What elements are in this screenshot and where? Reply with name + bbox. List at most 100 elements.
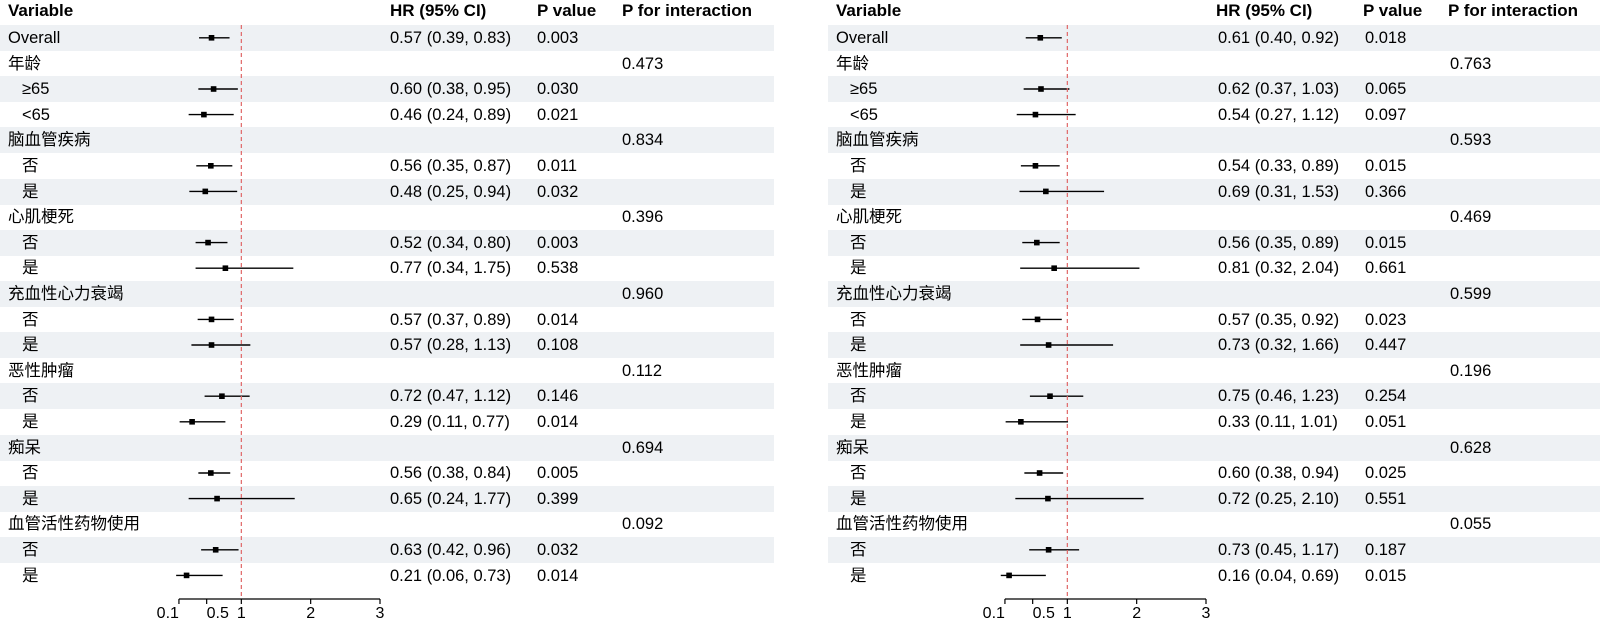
- row-label: 血管活性药物使用: [836, 515, 968, 534]
- row-label: 血管活性药物使用: [8, 515, 140, 534]
- p-value-text: 0.108: [537, 336, 579, 355]
- hr-point: [208, 342, 215, 348]
- hr-ci-text: 0.75 (0.46, 1.23): [1218, 387, 1340, 406]
- hr-point: [208, 163, 214, 169]
- forest-row: ≥65 0.62 (0.37, 1.03) 0.065: [828, 76, 1600, 103]
- x-tick-label: 1: [1063, 605, 1072, 622]
- forest-row: 心肌梗死 0.396: [0, 204, 774, 230]
- x-tick-label: 1: [237, 605, 246, 622]
- x-tick-label: 0.5: [1033, 605, 1055, 622]
- p-value-text: 0.014: [537, 413, 579, 431]
- row-label: 充血性心力衰竭: [836, 285, 952, 303]
- header-variable: Variable: [8, 1, 74, 20]
- forest-row: 是 0.57 (0.28, 1.13) 0.108: [0, 332, 774, 359]
- hr-point: [214, 495, 220, 502]
- hr-ci-text: 0.54 (0.33, 0.89): [1218, 157, 1340, 175]
- forest-row: 年龄 0.473: [0, 51, 774, 77]
- row-label: ≥65: [22, 80, 50, 99]
- hr-point: [1051, 265, 1057, 271]
- hr-point: [222, 265, 229, 271]
- p-interaction-text: 0.112: [622, 361, 663, 380]
- row-label: Overall: [8, 29, 61, 47]
- forest-row: 否 0.72 (0.47, 1.12) 0.146: [0, 383, 774, 410]
- p-value-text: 0.254: [1365, 387, 1407, 406]
- row-label: 心肌梗死: [8, 208, 74, 227]
- hr-ci-text: 0.56 (0.35, 0.89): [1218, 233, 1340, 252]
- p-interaction-text: 0.960: [622, 285, 664, 303]
- forest-row: 是 0.16 (0.04, 0.69) 0.015: [828, 563, 1600, 589]
- p-value-text: 0.538: [537, 259, 579, 278]
- hr-point: [208, 316, 215, 323]
- hr-ci-text: 0.52 (0.34, 0.80): [390, 233, 512, 252]
- forest-row: 是 0.48 (0.25, 0.94) 0.032: [0, 178, 774, 205]
- p-interaction-text: 0.763: [1450, 54, 1492, 73]
- hr-ci-text: 0.60 (0.38, 0.94): [1218, 464, 1340, 483]
- row-label: 脑血管疾病: [836, 131, 919, 150]
- hr-ci-text: 0.63 (0.42, 0.96): [390, 541, 512, 559]
- header-hr: HR (95% CI): [390, 1, 487, 20]
- hr-ci-text: 0.73 (0.45, 1.17): [1218, 541, 1340, 559]
- hr-ci-text: 0.16 (0.04, 0.69): [1218, 566, 1340, 585]
- row-label: 是: [850, 413, 867, 431]
- forest-row: 痴呆 0.694: [0, 434, 774, 461]
- row-label: 否: [22, 541, 39, 559]
- forest-row: 是 0.72 (0.25, 2.10) 0.551: [828, 485, 1600, 512]
- x-tick-label: 2: [1132, 605, 1141, 622]
- p-interaction-text: 0.628: [1450, 438, 1492, 457]
- forest-plot: 0.1 0.5 1 2 3: [983, 25, 1211, 622]
- p-value-text: 0.146: [537, 387, 579, 406]
- p-value-text: 0.014: [537, 310, 579, 329]
- header-p-value: P value: [537, 1, 597, 20]
- forest-row: 是 0.73 (0.32, 1.66) 0.447: [828, 332, 1600, 359]
- row-label: 是: [22, 182, 39, 201]
- p-value-text: 0.018: [1365, 29, 1407, 47]
- row-label: 恶性肿瘤: [8, 361, 74, 380]
- forest-row: ≥65 0.60 (0.38, 0.95) 0.030: [0, 76, 774, 103]
- forest-row: <65 0.46 (0.24, 0.89) 0.021: [0, 102, 774, 128]
- row-label: 否: [850, 310, 867, 329]
- header-hr: HR (95% CI): [1216, 1, 1313, 20]
- p-interaction-text: 0.396: [622, 208, 664, 227]
- row-label: 是: [22, 413, 39, 431]
- hr-ci-text: 0.73 (0.32, 1.66): [1218, 336, 1340, 355]
- row-label: 恶性肿瘤: [836, 361, 902, 380]
- p-value-text: 0.447: [1365, 336, 1407, 355]
- hr-point: [183, 572, 190, 579]
- forest-row: Overall 0.61 (0.40, 0.92) 0.018: [828, 25, 1600, 51]
- hr-ci-text: 0.72 (0.47, 1.12): [390, 387, 512, 406]
- forest-row: 痴呆 0.628: [828, 434, 1600, 461]
- forest-row: 是 0.69 (0.31, 1.53) 0.366: [828, 178, 1600, 205]
- hr-point: [201, 111, 207, 118]
- row-label: 否: [850, 387, 867, 406]
- row-label: 否: [850, 233, 867, 252]
- hr-point: [210, 86, 217, 92]
- row-label: 是: [22, 489, 39, 508]
- forest-row: 充血性心力衰竭 0.599: [828, 281, 1600, 307]
- hr-ci-text: 0.46 (0.24, 0.89): [390, 105, 512, 124]
- p-interaction-text: 0.469: [1450, 208, 1492, 227]
- p-value-text: 0.025: [1365, 464, 1407, 483]
- p-value-text: 0.015: [1365, 233, 1407, 252]
- row-label: <65: [850, 105, 878, 124]
- hr-point: [1045, 342, 1052, 348]
- hr-ci-text: 0.61 (0.40, 0.92): [1218, 29, 1340, 47]
- forest-row: 否 0.57 (0.37, 0.89) 0.014: [0, 307, 774, 333]
- forest-row: <65 0.54 (0.27, 1.12) 0.097: [828, 102, 1600, 128]
- hr-point: [1034, 316, 1041, 323]
- p-value-text: 0.030: [537, 80, 579, 99]
- forest-row: 否 0.75 (0.46, 1.23) 0.254: [828, 383, 1600, 410]
- hr-ci-text: 0.33 (0.11, 1.01): [1218, 413, 1338, 431]
- forest-row: 血管活性药物使用 0.055: [828, 511, 1600, 537]
- hr-point: [202, 188, 209, 195]
- row-label: 脑血管疾病: [8, 131, 91, 150]
- forest-row: 血管活性药物使用 0.092: [0, 511, 774, 537]
- forest-row: 否 0.52 (0.34, 0.80) 0.003: [0, 229, 774, 256]
- forest-row: 脑血管疾病 0.593: [828, 127, 1600, 154]
- forest-row: Overall 0.57 (0.39, 0.83) 0.003: [0, 25, 774, 51]
- row-label: 痴呆: [836, 438, 869, 457]
- row-label: 是: [850, 336, 867, 355]
- hr-point: [1034, 239, 1040, 246]
- row-label: 否: [850, 464, 867, 483]
- p-interaction-text: 0.473: [622, 54, 664, 73]
- hr-ci-text: 0.62 (0.37, 1.03): [1218, 80, 1340, 99]
